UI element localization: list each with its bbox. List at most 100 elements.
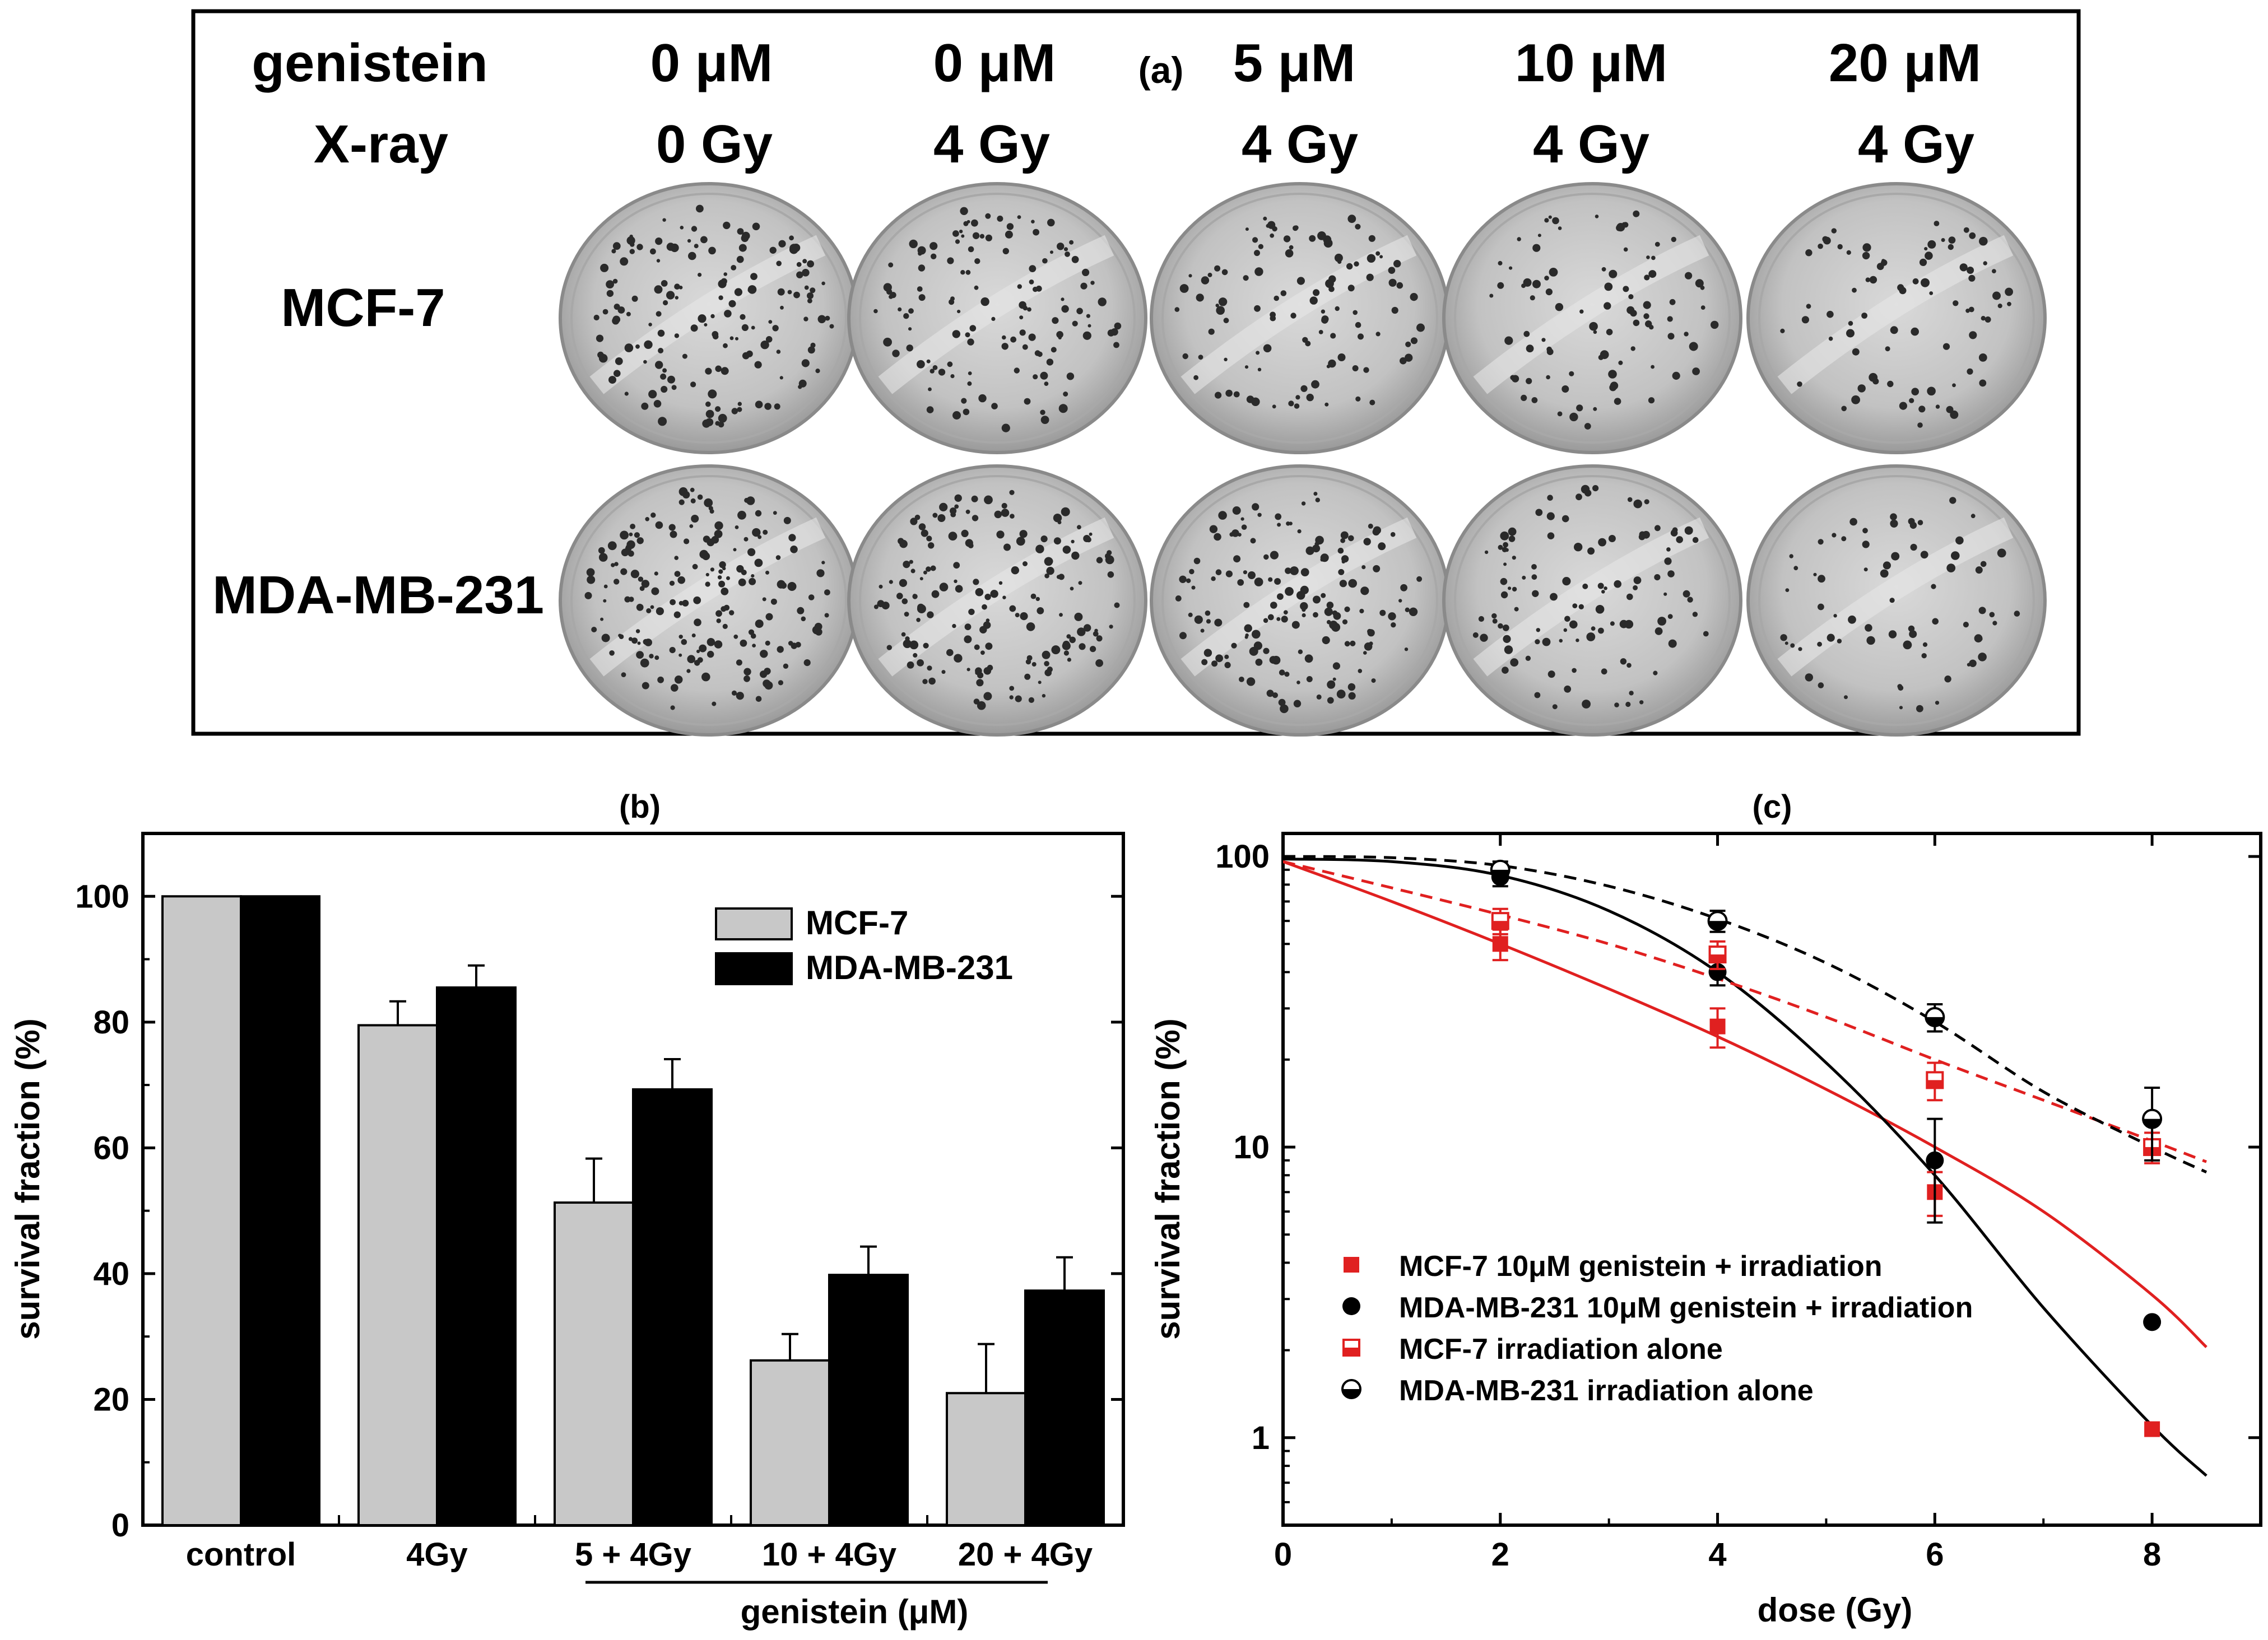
colony-dot <box>1059 613 1063 617</box>
colony-dot <box>735 337 738 341</box>
colony-dot <box>1983 261 1987 265</box>
colony-dot <box>1044 661 1049 667</box>
colony-dot <box>1067 658 1071 662</box>
colony-dot <box>1010 336 1016 343</box>
colony-dot <box>901 598 908 604</box>
colony-dot <box>972 515 979 521</box>
colony-dot <box>1061 297 1065 301</box>
colony-dot <box>760 670 768 678</box>
colony-dot <box>1526 344 1534 353</box>
colony-dot <box>705 409 714 418</box>
colony-dot <box>1684 332 1689 337</box>
colony-dot <box>755 400 763 408</box>
colony-dot <box>1037 607 1044 614</box>
colony-dot <box>723 343 728 348</box>
colony-dot <box>1001 502 1007 509</box>
colony-dot <box>1296 681 1300 684</box>
colony-dot <box>1019 329 1026 336</box>
colony-dot <box>1950 410 1959 419</box>
colony-dot <box>661 280 668 287</box>
colony-dot <box>674 283 680 290</box>
colony-dot <box>1254 577 1263 586</box>
colony-dot <box>1214 533 1221 541</box>
colony-dot <box>1355 396 1361 402</box>
colony-dot <box>929 369 935 374</box>
colony-dot <box>1035 597 1040 602</box>
colony-dot <box>701 672 710 682</box>
colony-dot <box>1047 218 1055 227</box>
colony-dot <box>668 524 676 531</box>
colony-dot <box>1066 634 1071 639</box>
colony-dot <box>1327 697 1334 704</box>
colony-dot <box>1593 407 1597 411</box>
colony-dot <box>980 297 989 306</box>
colony-dot <box>705 572 709 577</box>
legend-label-2: MCF-7 irradiation alone <box>1399 1333 1723 1366</box>
colony-dot <box>906 344 913 352</box>
colony-dot <box>1221 269 1228 276</box>
colony-dot <box>699 549 709 559</box>
colony-dot <box>658 348 664 353</box>
colony-dot <box>735 525 739 529</box>
colony-dish <box>559 464 859 737</box>
colony-dot <box>1114 602 1120 608</box>
colony-dot <box>810 342 816 348</box>
colony-dot <box>950 374 955 379</box>
colony-dot <box>693 596 701 604</box>
colony-dot <box>749 577 756 585</box>
colony-dot <box>1285 249 1294 258</box>
colony-dot <box>1919 258 1927 266</box>
colony-dot <box>917 603 924 611</box>
colony-dot <box>1272 404 1276 409</box>
colony-dot <box>1056 331 1063 338</box>
colony-dot <box>737 510 746 520</box>
colony-dot <box>787 290 792 295</box>
colony-dot <box>1279 669 1285 675</box>
colony-dot <box>1315 497 1320 502</box>
colony-dot <box>1337 353 1346 361</box>
colony-dot <box>1269 656 1277 664</box>
colony-dot <box>698 273 702 277</box>
colony-dot <box>1224 357 1228 361</box>
colony-dot <box>1498 260 1503 265</box>
colony-dot <box>1564 685 1572 693</box>
colony-dot <box>1918 406 1926 413</box>
colony-dot <box>1885 346 1890 352</box>
colony-dot <box>714 640 723 649</box>
colony-dot <box>889 580 893 584</box>
colony-dot <box>977 701 986 710</box>
colony-dot <box>1544 218 1549 223</box>
colony-dot <box>985 642 993 650</box>
colony-dot <box>1601 590 1605 594</box>
colony-dot <box>1313 289 1320 296</box>
colony-dot <box>1654 525 1661 532</box>
colony-dot <box>694 244 699 249</box>
colony-dot <box>696 649 700 654</box>
colony-dot <box>1626 593 1633 600</box>
colony-dot <box>1664 557 1672 565</box>
colony-dot <box>1862 528 1868 534</box>
colony-dot <box>740 314 746 320</box>
colony-dot <box>1306 393 1314 402</box>
colony-dot <box>755 510 762 517</box>
colony-dot <box>1865 624 1872 632</box>
colony-dot <box>1051 347 1057 353</box>
row-label-mcf7: MCF-7 <box>281 278 445 338</box>
colony-dot <box>974 285 979 290</box>
colony-dot <box>1223 318 1229 324</box>
colony-dot <box>1625 701 1631 707</box>
colony-dot <box>1532 279 1541 288</box>
y-tick-label: 100 <box>75 878 129 915</box>
colony-dot <box>1285 567 1291 574</box>
colony-dot <box>959 230 963 234</box>
colony-dot <box>1224 654 1229 659</box>
colony-dot <box>1312 544 1321 553</box>
colony-dot <box>1286 521 1290 526</box>
colony-dot <box>991 316 996 322</box>
colony-dot <box>1837 244 1843 250</box>
colony-dot <box>1347 285 1355 292</box>
colony-dot <box>1305 341 1311 347</box>
colony-dot <box>1107 571 1114 578</box>
colony-dot <box>1005 230 1013 239</box>
colony-dot <box>1002 248 1010 254</box>
